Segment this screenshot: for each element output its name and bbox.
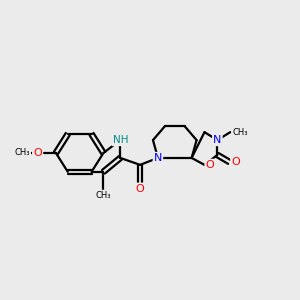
Text: O: O xyxy=(33,148,42,158)
Text: O: O xyxy=(136,184,145,194)
Text: N: N xyxy=(213,135,222,145)
Text: N: N xyxy=(154,153,162,163)
Text: O: O xyxy=(231,157,240,167)
Text: O: O xyxy=(206,160,214,170)
Text: CH₃: CH₃ xyxy=(232,128,248,137)
Text: NH: NH xyxy=(112,135,128,145)
Text: CH₃: CH₃ xyxy=(96,190,111,200)
Text: O: O xyxy=(33,148,42,158)
Text: CH₃: CH₃ xyxy=(15,148,30,158)
